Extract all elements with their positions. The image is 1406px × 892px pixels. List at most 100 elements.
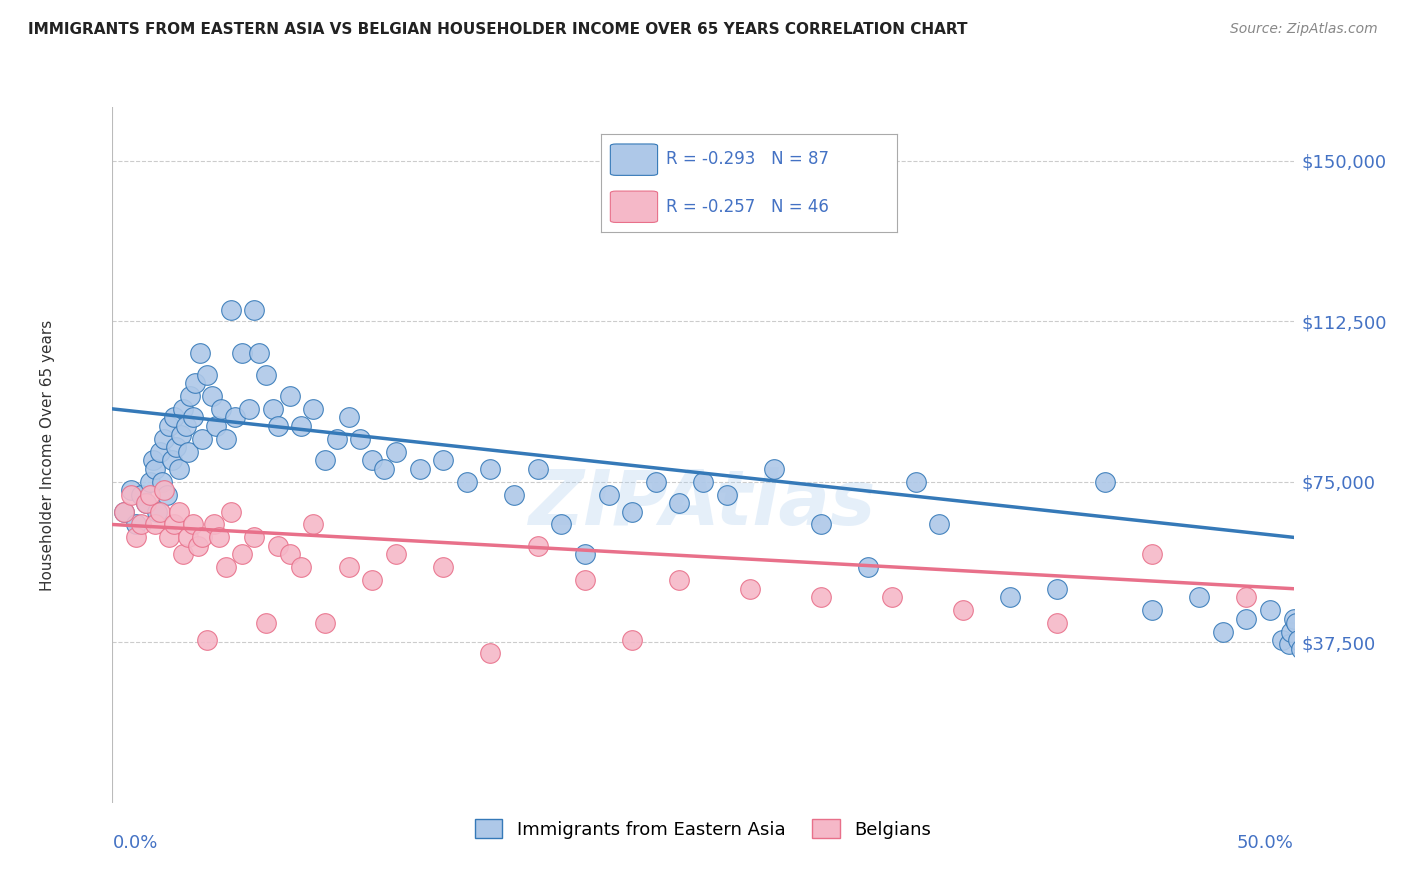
Point — [129, 517, 152, 532]
Text: 50.0%: 50.0% — [1237, 834, 1294, 852]
Point — [247, 346, 270, 360]
Point — [349, 432, 371, 446]
Point — [314, 453, 336, 467]
Point — [215, 560, 238, 574]
Point — [644, 475, 666, 489]
Point — [278, 548, 301, 562]
Point — [928, 517, 950, 532]
Point — [143, 462, 166, 476]
Point — [219, 505, 242, 519]
Point — [135, 496, 157, 510]
Point — [432, 453, 454, 467]
Point — [361, 573, 384, 587]
Point — [1046, 582, 1069, 596]
Point — [254, 368, 277, 382]
Point — [668, 573, 690, 587]
Point — [202, 517, 225, 532]
Point — [146, 505, 169, 519]
Point — [135, 496, 157, 510]
Point — [153, 483, 176, 498]
Point — [526, 539, 548, 553]
Text: R = -0.293   N = 87: R = -0.293 N = 87 — [666, 150, 830, 168]
Point — [337, 560, 360, 574]
Text: ZIPAtlas: ZIPAtlas — [529, 467, 877, 541]
Point — [526, 462, 548, 476]
Point — [302, 401, 325, 416]
Point — [163, 410, 186, 425]
Point — [172, 401, 194, 416]
Point — [149, 505, 172, 519]
Point — [181, 517, 204, 532]
Point — [1282, 612, 1305, 626]
Point — [621, 633, 644, 648]
Point — [337, 410, 360, 425]
Point — [998, 591, 1021, 605]
Point — [209, 401, 232, 416]
Point — [139, 487, 162, 501]
Point — [290, 560, 312, 574]
Point — [432, 560, 454, 574]
Point — [456, 475, 478, 489]
Point — [1140, 548, 1163, 562]
Text: 0.0%: 0.0% — [112, 834, 157, 852]
Point — [1234, 612, 1257, 626]
Point — [278, 389, 301, 403]
Point — [314, 615, 336, 630]
Point — [479, 462, 502, 476]
Point — [668, 496, 690, 510]
Point — [373, 462, 395, 476]
Point — [120, 483, 142, 498]
Point — [1278, 637, 1301, 651]
Point — [191, 530, 214, 544]
Text: R = -0.257   N = 46: R = -0.257 N = 46 — [666, 198, 830, 216]
Point — [1301, 646, 1323, 660]
Point — [243, 530, 266, 544]
Point — [191, 432, 214, 446]
Point — [1188, 591, 1211, 605]
Legend: Immigrants from Eastern Asia, Belgians: Immigrants from Eastern Asia, Belgians — [468, 812, 938, 846]
Point — [858, 560, 880, 574]
Point — [238, 401, 260, 416]
Point — [810, 591, 832, 605]
Point — [224, 410, 246, 425]
Point — [267, 539, 290, 553]
Point — [120, 487, 142, 501]
Point — [1094, 475, 1116, 489]
Point — [290, 419, 312, 434]
Point — [574, 548, 596, 562]
Point — [186, 539, 208, 553]
Point — [231, 548, 253, 562]
Point — [952, 603, 974, 617]
Point — [188, 346, 211, 360]
Point — [243, 303, 266, 318]
Point — [156, 487, 179, 501]
Point — [810, 517, 832, 532]
Point — [1294, 658, 1316, 673]
Point — [479, 646, 502, 660]
Point — [167, 505, 190, 519]
Point — [1234, 591, 1257, 605]
Point — [177, 530, 200, 544]
Text: Source: ZipAtlas.com: Source: ZipAtlas.com — [1230, 22, 1378, 37]
Point — [181, 410, 204, 425]
Point — [112, 505, 135, 519]
Point — [254, 615, 277, 630]
Point — [170, 427, 193, 442]
Point — [201, 389, 224, 403]
Point — [302, 517, 325, 532]
Point — [361, 453, 384, 467]
Point — [157, 419, 180, 434]
Point — [1286, 633, 1309, 648]
Point — [179, 389, 201, 403]
Point — [208, 530, 231, 544]
Point — [326, 432, 349, 446]
Point — [172, 548, 194, 562]
Point — [195, 368, 218, 382]
Point — [385, 444, 408, 458]
Point — [143, 517, 166, 532]
Point — [150, 475, 173, 489]
Point — [129, 487, 152, 501]
Point — [692, 475, 714, 489]
Point — [1289, 641, 1312, 656]
Point — [215, 432, 238, 446]
